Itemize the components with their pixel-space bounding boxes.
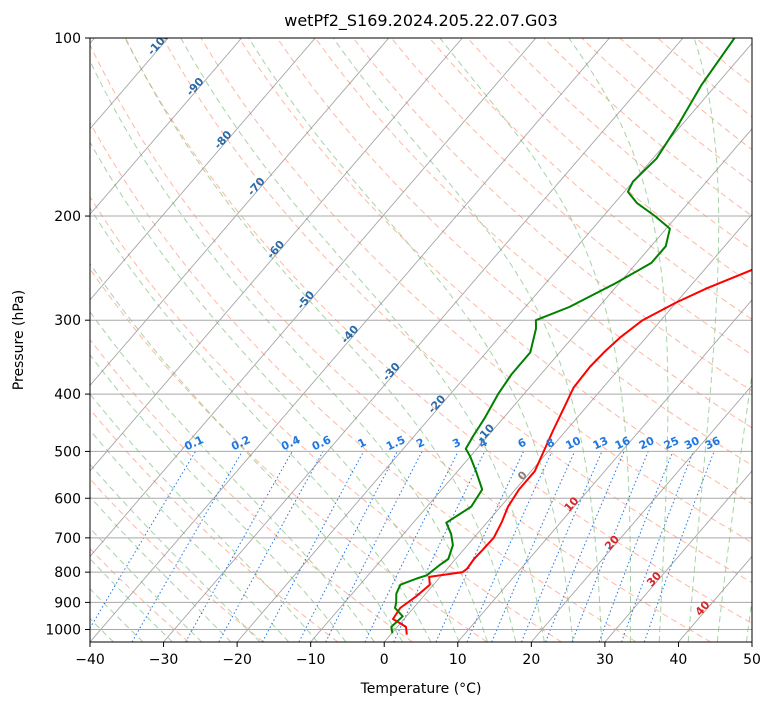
plot-frame [89, 37, 753, 643]
isotherm-line [310, 128, 752, 642]
temperature-profile-line [392, 268, 752, 635]
moist-adiabat-line [90, 206, 432, 642]
moist-adiabats [90, 38, 752, 642]
mixing-ratio-line [325, 451, 423, 642]
moist-adiabat-line [248, 38, 574, 642]
mixing-ratio-label: 30 [682, 434, 702, 452]
isotherm-line [90, 38, 537, 558]
dry-adiabat-line [90, 195, 562, 642]
isotherm-line [90, 38, 243, 216]
mixing-ratio-line [598, 451, 674, 642]
mixing-ratio-line [571, 451, 649, 642]
isotherm-line [90, 38, 463, 472]
mixing-ratio-line [545, 451, 625, 642]
isotherm-line [383, 213, 752, 642]
mixing-ratio-lines [90, 451, 715, 642]
mixing-ratio-line [643, 451, 715, 642]
dry-adiabat-line [90, 268, 488, 642]
isotherms [90, 38, 752, 642]
dry-adiabat-line [238, 38, 752, 505]
moist-adiabat-line [90, 354, 347, 642]
moist-adiabat-line [180, 38, 545, 642]
pressure-gridlines [90, 38, 752, 630]
mixing-ratio-label: 13 [591, 434, 610, 452]
x-tick-label: 40 [670, 652, 688, 668]
plot-background [90, 38, 752, 642]
x-tick-label: 10 [449, 652, 467, 668]
dry-adiabat-line [390, 38, 752, 356]
dry-adiabat-line [90, 408, 339, 642]
moist-adiabat-line [90, 393, 318, 642]
profile-series [390, 38, 752, 635]
x-axis-ticks: −40 −30 −20 −10 0 10 20 30 40 50 [75, 642, 761, 668]
plot-area: -100-90-80-70-60-50-40-30-20-10010203040… [90, 38, 752, 642]
mixing-ratio-line [262, 451, 364, 642]
mixing-ratio-label: 36 [703, 434, 723, 452]
dry-adiabat-line [200, 38, 752, 544]
isotherm-line [163, 38, 684, 642]
y-tick-label: 600 [54, 491, 81, 507]
y-tick-label: 300 [54, 313, 81, 329]
moist-adiabat-line [90, 59, 488, 642]
mixing-ratio-line [521, 451, 603, 642]
moist-adiabat-line [125, 38, 517, 642]
dry-adiabat-line [162, 38, 752, 584]
moist-adiabat-line [90, 311, 375, 642]
mixing-ratio-line [218, 451, 324, 642]
isotherm-line [604, 470, 752, 642]
mixing-ratio-label: 20 [637, 434, 657, 452]
x-axis-label: Temperature (°C) [360, 681, 482, 697]
mixing-ratio-line [466, 451, 553, 642]
moist-adiabat-line [716, 370, 752, 642]
mixing-ratio-label: 10 [564, 434, 584, 452]
moist-adiabat-line [332, 38, 603, 642]
y-tick-label: 100 [54, 31, 81, 47]
moist-adiabat-line [687, 38, 720, 642]
y-tick-label: 700 [54, 531, 81, 547]
moist-adiabat-line [439, 38, 631, 642]
y-axis-label: Pressure (hPa) [11, 290, 27, 390]
mixing-ratio-label: 25 [662, 434, 681, 452]
moist-adiabat-line [568, 38, 669, 642]
y-axis-ticks: 100 200 300 400 500 600 700 800 900 1000 [45, 31, 90, 638]
y-tick-label: 900 [54, 595, 81, 611]
chart-title: wetPf2_S169.2024.205.22.07.G03 [284, 11, 558, 31]
isotherm-line [90, 38, 610, 642]
dry-adiabat-line [90, 478, 264, 642]
y-tick-label: 200 [54, 209, 81, 225]
mixing-ratio-line [621, 451, 694, 642]
isotherm-line [90, 38, 390, 387]
y-tick-label: 400 [54, 387, 81, 403]
dry-adiabat-line [90, 43, 712, 642]
dewpoint-profile-line [390, 38, 736, 634]
y-tick-label: 1000 [45, 622, 81, 638]
moist-adiabat-line [90, 463, 261, 642]
dry-adiabat-line [124, 38, 752, 624]
dry-adiabat-line [429, 38, 752, 320]
x-tick-label: 20 [522, 652, 540, 668]
x-tick-label: 0 [380, 652, 389, 668]
moist-adiabat-line [90, 429, 290, 642]
isotherm-line [530, 384, 752, 642]
x-tick-label: −30 [149, 652, 179, 668]
dry-adiabat-line [314, 38, 752, 429]
x-tick-label: 30 [596, 652, 614, 668]
dry-adiabat-line [352, 38, 752, 392]
isotherm-line [90, 38, 316, 301]
mixing-ratio-label: 16 [613, 434, 633, 452]
x-tick-label: −40 [75, 652, 105, 668]
mixing-ratio-line [185, 451, 293, 642]
dry-adiabat-line [90, 547, 190, 642]
x-tick-label: −20 [222, 652, 252, 668]
x-tick-label: 50 [743, 652, 761, 668]
x-tick-label: −10 [296, 652, 326, 668]
y-tick-label: 800 [54, 565, 81, 581]
y-tick-label: 500 [54, 444, 81, 460]
moist-adiabat-line [90, 141, 460, 642]
isotherm-line [457, 299, 752, 642]
